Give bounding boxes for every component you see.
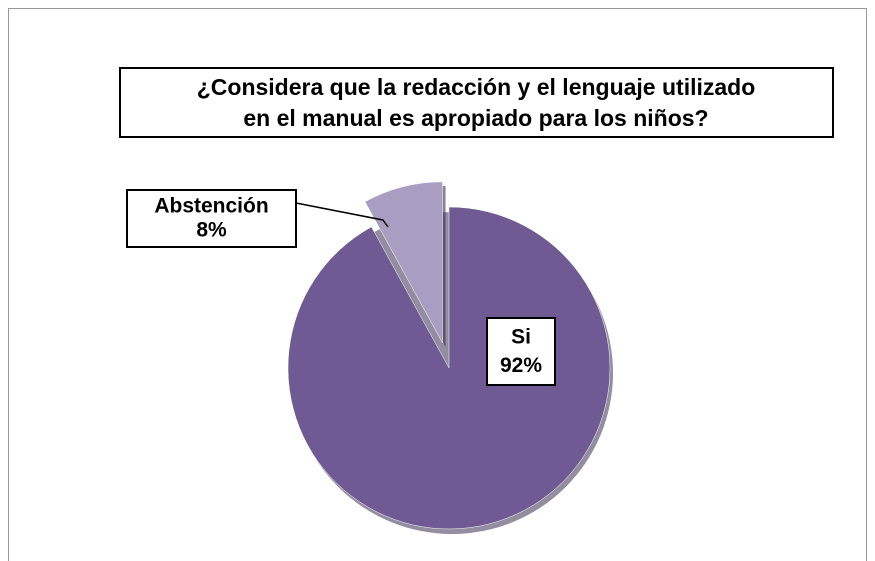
label-box [486,317,556,386]
pie-slice [287,206,611,530]
chart-title: en el manual es apropiado para los niños… [243,105,708,131]
leader-line [295,202,389,228]
data-label-category: Abstención [154,195,268,218]
label-box [126,189,297,248]
data-label-value: 8% [196,219,227,242]
title-box [119,67,834,138]
chart-title: ¿Considera que la redacción y el lenguaj… [197,74,756,100]
data-label-value: 92% [500,354,542,377]
data-label-category: Si [511,326,531,349]
chart-frame [8,8,867,561]
